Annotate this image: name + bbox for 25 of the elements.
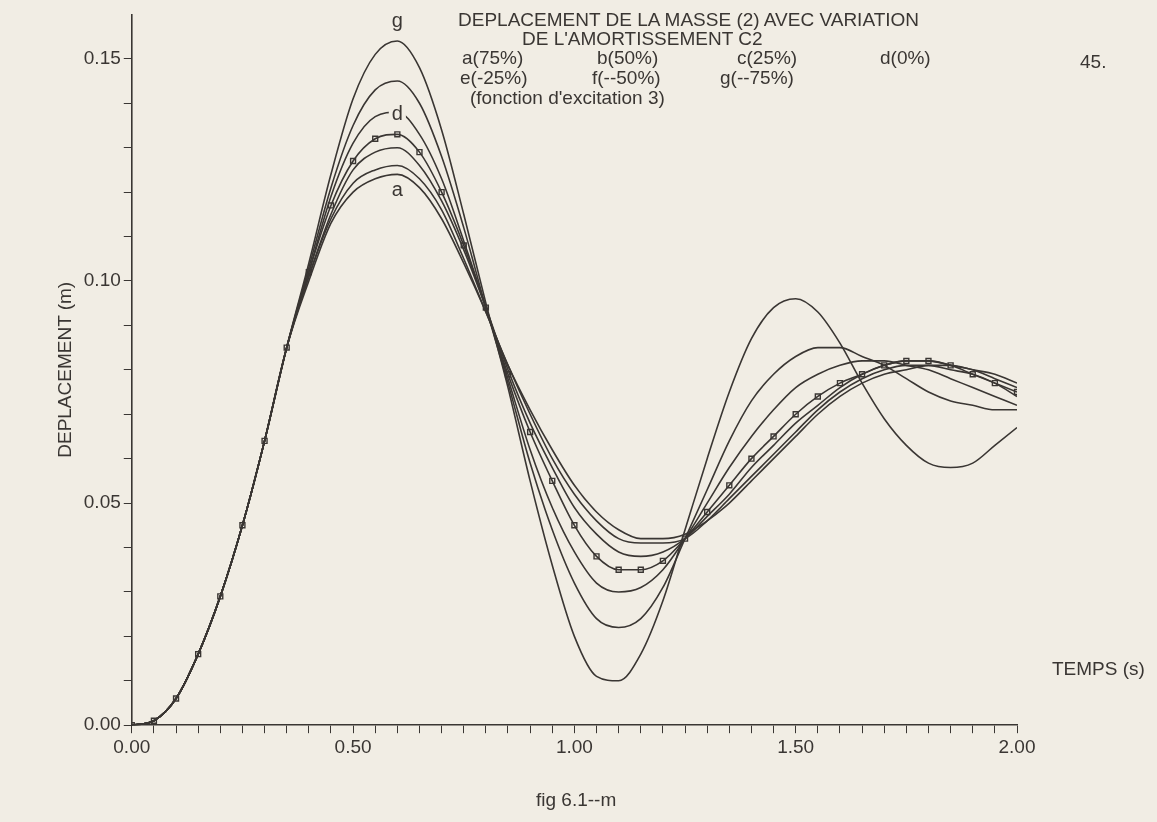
annotation: d(0%) [880, 47, 931, 68]
series-label: g [391, 8, 403, 31]
annotation: f(--50%) [592, 67, 661, 88]
x-tick-label: 1.50 [777, 735, 815, 757]
y-tick-label: 0.05 [83, 491, 121, 513]
annotation: a(75%) [462, 47, 524, 68]
y-tick-label: 0.10 [83, 269, 121, 291]
annotation: c(25%) [737, 47, 798, 68]
series-label: d [391, 101, 403, 124]
y-tick-label: 0.15 [83, 47, 121, 69]
annotation: (fonction d'excitation 3) [470, 87, 665, 108]
caption: fig 6.1--m [536, 789, 617, 810]
series-label: a [391, 177, 404, 200]
y-tick-label: 0.00 [83, 713, 121, 735]
x-tick-label: 1.00 [555, 735, 593, 757]
x-axis-title: TEMPS (s) [1052, 658, 1145, 680]
annotation: g(--75%) [720, 67, 794, 88]
annotation: b(50%) [597, 47, 659, 68]
x-tick-label: 0.50 [334, 735, 372, 757]
chart-title: DEPLACEMENT DE LA MASSE (2) AVEC VARIATION [458, 9, 920, 30]
x-tick-label: 2.00 [998, 735, 1036, 757]
text: 45. [1080, 51, 1107, 72]
annotation: e(-25%) [460, 67, 528, 88]
y-axis-title: DEPLACEMENT (m) [53, 281, 75, 458]
x-tick-label: 0.00 [113, 735, 151, 757]
